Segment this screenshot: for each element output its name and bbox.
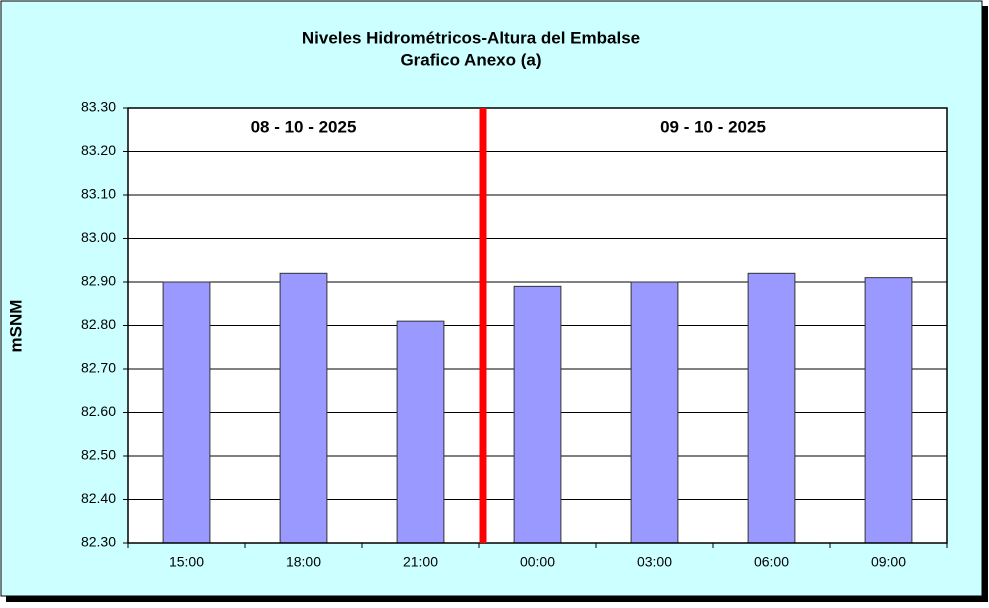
chart-subtitle: Grafico Anexo (a)	[400, 50, 541, 69]
x-tick-label: 06:00	[754, 554, 789, 570]
x-tick-label: 03:00	[637, 554, 672, 570]
annotation: 09 - 10 - 2025	[660, 117, 766, 136]
y-tick-label: 82.50	[81, 447, 116, 463]
y-tick-label: 83.30	[81, 99, 116, 115]
x-tick-label: 21:00	[403, 554, 438, 570]
bar	[747, 272, 796, 544]
bar	[279, 272, 328, 544]
y-axis-label: mSNM	[6, 300, 25, 353]
y-tick-label: 83.20	[81, 142, 116, 158]
y-tick-label: 82.80	[81, 316, 116, 332]
x-tick-label: 15:00	[169, 554, 204, 570]
bar	[162, 281, 211, 544]
y-tick-label: 82.60	[81, 403, 116, 419]
y-tick-label: 83.00	[81, 229, 116, 245]
chart-title: Niveles Hidrométricos-Altura del Embalse	[302, 28, 640, 47]
bar	[513, 285, 562, 544]
x-tick-label: 09:00	[871, 554, 906, 570]
annotation: 08 - 10 - 2025	[251, 117, 357, 136]
y-tick-label: 83.10	[81, 186, 116, 202]
x-tick-label: 18:00	[286, 554, 321, 570]
x-tick-label: 00:00	[520, 554, 555, 570]
y-tick-label: 82.40	[81, 490, 116, 506]
y-tick-label: 82.90	[81, 273, 116, 289]
plot-border	[127, 107, 948, 544]
y-tick-label: 82.30	[81, 534, 116, 550]
y-tick-label: 82.70	[81, 360, 116, 376]
bar	[396, 320, 445, 544]
bar	[864, 277, 913, 544]
bar	[630, 281, 679, 544]
